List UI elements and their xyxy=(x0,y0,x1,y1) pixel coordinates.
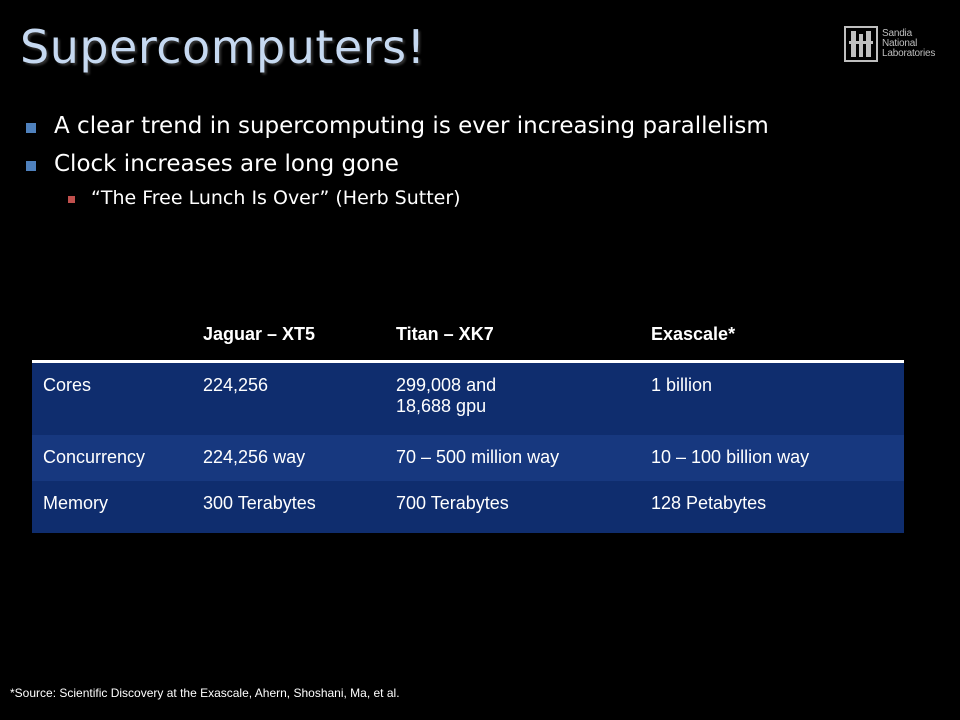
table-row: Cores 224,256 299,008 and 18,688 gpu 1 b… xyxy=(32,361,904,435)
sandia-logo: Sandia National Laboratories xyxy=(844,24,944,64)
supercomputer-table: Jaguar – XT5 Titan – XK7 Exascale* Cores… xyxy=(32,309,904,533)
header-cell: Exascale* xyxy=(640,309,904,363)
cell-line: 299,008 and xyxy=(396,375,497,395)
bullet-text: Clock increases are long gone xyxy=(54,151,399,177)
table-cell: 700 Terabytes xyxy=(385,480,640,533)
table-cell: 299,008 and 18,688 gpu xyxy=(385,361,640,435)
square-bullet-icon xyxy=(68,196,75,203)
header-cell: Titan – XK7 xyxy=(385,309,640,363)
logo-line-2: National xyxy=(882,38,918,49)
row-label: Cores xyxy=(32,361,192,435)
header-cell xyxy=(32,309,192,363)
sub-bullet-text: “The Free Lunch Is Over” (Herb Sutter) xyxy=(91,187,461,209)
table-cell: 70 – 500 million way xyxy=(385,434,640,481)
table-cell: 1 billion xyxy=(640,361,904,435)
square-bullet-icon xyxy=(26,123,36,133)
bullet-text: A clear trend in supercomputing is ever … xyxy=(54,113,769,139)
table-cell: 10 – 100 billion way xyxy=(640,434,904,481)
table-cell: 224,256 way xyxy=(192,434,385,481)
cell-line: 18,688 gpu xyxy=(396,396,487,416)
logo-line-1: Sandia xyxy=(882,28,912,39)
table-header-row: Jaguar – XT5 Titan – XK7 Exascale* xyxy=(32,309,904,363)
source-footnote: *Source: Scientific Discovery at the Exa… xyxy=(10,686,400,700)
logo-line-3: Laboratories xyxy=(882,48,936,59)
table-cell: 128 Petabytes xyxy=(640,480,904,533)
slide-title: Supercomputers! xyxy=(20,20,426,74)
row-label: Concurrency xyxy=(32,434,192,481)
table-row: Memory 300 Terabytes 700 Terabytes 128 P… xyxy=(32,480,904,533)
table-row: Concurrency 224,256 way 70 – 500 million… xyxy=(32,434,904,481)
header-cell: Jaguar – XT5 xyxy=(192,309,385,363)
bullet-item: A clear trend in supercomputing is ever … xyxy=(26,113,926,139)
table-cell: 224,256 xyxy=(192,361,385,435)
sandia-thunderbird-logo-icon xyxy=(844,26,878,62)
row-label: Memory xyxy=(32,480,192,533)
table-cell: 300 Terabytes xyxy=(192,480,385,533)
square-bullet-icon xyxy=(26,161,36,171)
bullet-list: A clear trend in supercomputing is ever … xyxy=(26,113,926,221)
sub-bullet-item: “The Free Lunch Is Over” (Herb Sutter) xyxy=(68,187,926,209)
bullet-item: Clock increases are long gone xyxy=(26,151,926,177)
